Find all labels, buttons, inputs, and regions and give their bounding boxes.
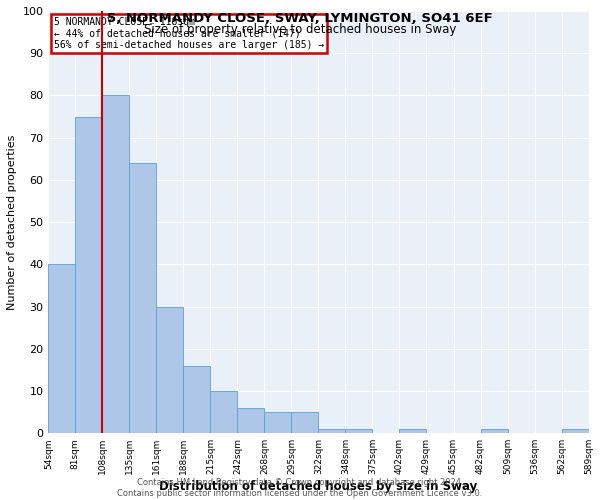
Text: 5, NORMANDY CLOSE, SWAY, LYMINGTON, SO41 6EF: 5, NORMANDY CLOSE, SWAY, LYMINGTON, SO41… <box>107 12 493 26</box>
Bar <box>49 264 76 434</box>
Bar <box>184 366 211 434</box>
Bar <box>292 412 319 434</box>
Bar <box>130 163 157 433</box>
Bar <box>238 408 265 434</box>
Text: 5 NORMANDY CLOSE: 118sqm
← 44% of detached houses are smaller (147)
56% of semi-: 5 NORMANDY CLOSE: 118sqm ← 44% of detach… <box>54 18 324 50</box>
Bar <box>211 391 238 434</box>
Bar <box>157 306 184 434</box>
Bar <box>103 96 130 433</box>
X-axis label: Distribution of detached houses by size in Sway: Distribution of detached houses by size … <box>160 480 478 493</box>
Bar <box>400 429 427 434</box>
Bar <box>481 429 508 434</box>
Bar <box>265 412 292 434</box>
Text: Size of property relative to detached houses in Sway: Size of property relative to detached ho… <box>144 22 456 36</box>
Text: Contains HM Land Registry data © Crown copyright and database right 2024.
Contai: Contains HM Land Registry data © Crown c… <box>118 478 482 498</box>
Y-axis label: Number of detached properties: Number of detached properties <box>7 134 17 310</box>
Bar <box>76 116 103 434</box>
Bar <box>346 429 373 434</box>
Bar <box>562 429 589 434</box>
Bar <box>319 429 346 434</box>
